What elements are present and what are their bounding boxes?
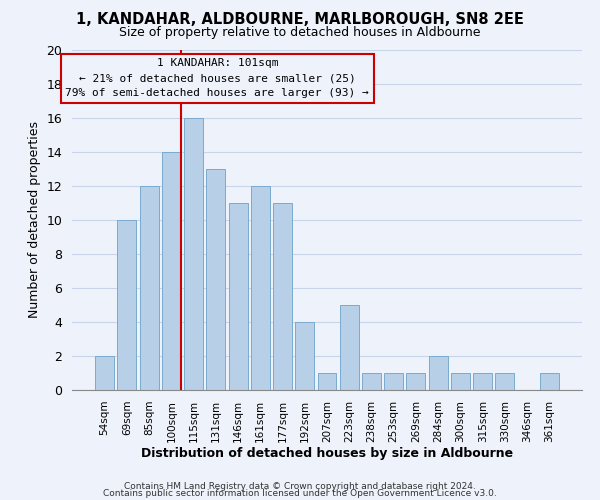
X-axis label: Distribution of detached houses by size in Aldbourne: Distribution of detached houses by size … <box>141 448 513 460</box>
Bar <box>473 373 492 390</box>
Text: Size of property relative to detached houses in Aldbourne: Size of property relative to detached ho… <box>119 26 481 39</box>
Bar <box>340 305 359 390</box>
Text: Contains public sector information licensed under the Open Government Licence v3: Contains public sector information licen… <box>103 490 497 498</box>
Bar <box>229 203 248 390</box>
Bar <box>206 169 225 390</box>
Bar <box>118 220 136 390</box>
Bar <box>406 373 425 390</box>
Bar <box>362 373 381 390</box>
Bar <box>451 373 470 390</box>
Bar <box>184 118 203 390</box>
Bar <box>317 373 337 390</box>
Bar <box>496 373 514 390</box>
Text: 1, KANDAHAR, ALDBOURNE, MARLBOROUGH, SN8 2EE: 1, KANDAHAR, ALDBOURNE, MARLBOROUGH, SN8… <box>76 12 524 28</box>
Y-axis label: Number of detached properties: Number of detached properties <box>28 122 41 318</box>
Text: 1 KANDAHAR: 101sqm
← 21% of detached houses are smaller (25)
79% of semi-detache: 1 KANDAHAR: 101sqm ← 21% of detached hou… <box>65 58 369 98</box>
Text: Contains HM Land Registry data © Crown copyright and database right 2024.: Contains HM Land Registry data © Crown c… <box>124 482 476 491</box>
Bar <box>140 186 158 390</box>
Bar <box>540 373 559 390</box>
Bar <box>429 356 448 390</box>
Bar <box>273 203 292 390</box>
Bar <box>384 373 403 390</box>
Bar <box>295 322 314 390</box>
Bar <box>251 186 270 390</box>
Bar <box>162 152 181 390</box>
Bar <box>95 356 114 390</box>
